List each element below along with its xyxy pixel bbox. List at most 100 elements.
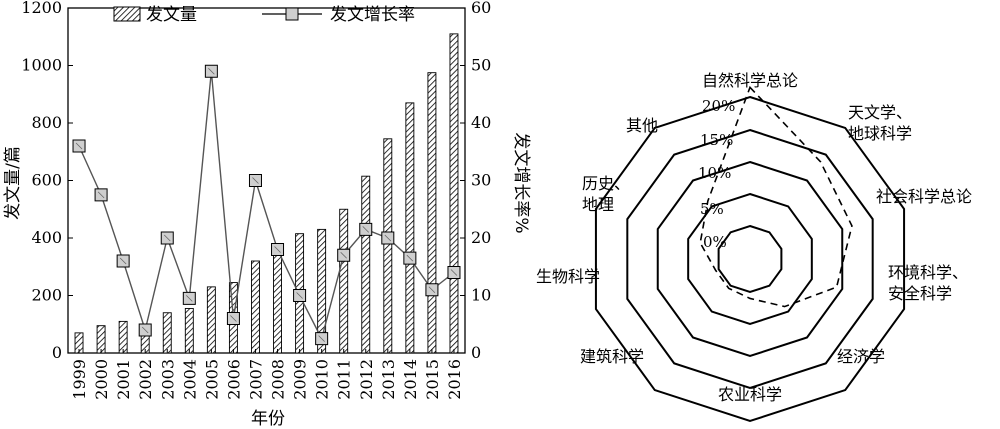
bar-2000 (96, 325, 106, 354)
radar-axis-label: 历史、地理 (582, 174, 630, 214)
y-right-tick-label: 0 (471, 343, 481, 362)
radar-axis-label: 自然科学总论 (702, 71, 798, 90)
y-left-tick-label: 600 (31, 171, 62, 190)
x-tick-label: 2004 (180, 359, 199, 400)
radar-ring-1 (687, 192, 813, 326)
radar-axis-label-line: 建筑科学 (580, 347, 644, 366)
y-axis-left-label: 发文量/篇 (3, 146, 23, 220)
x-tick-label: 2015 (423, 359, 442, 400)
growth-marker-hatch (450, 269, 458, 276)
x-tick-label: 2009 (291, 359, 310, 400)
y-left-tick-label: 1200 (21, 0, 62, 17)
x-tick-label: 2003 (158, 359, 177, 400)
growth-marker-hatch (340, 251, 347, 259)
bar-2001 (118, 320, 128, 354)
radar-series-line (699, 85, 853, 308)
x-tick-label: 2016 (445, 359, 464, 400)
radar-axis-label-line: 安全科学 (888, 284, 952, 303)
growth-rate-line (78, 71, 455, 341)
growth-marker-hatch (186, 295, 193, 302)
y-left-tick-label: 400 (31, 228, 62, 247)
y-right-tick-label: 10 (471, 286, 491, 305)
growth-marker-hatch (318, 335, 325, 342)
y-left-tick-label: 1000 (21, 56, 62, 75)
bar-2012 (361, 175, 371, 354)
growth-marker-hatch (274, 246, 281, 253)
growth-marker-hatch (406, 254, 414, 262)
x-axis-label: 年份 (251, 409, 285, 429)
x-tick-label: 2002 (136, 359, 155, 400)
y-left-tick-label: 0 (52, 343, 62, 362)
bar-2016 (449, 33, 459, 354)
radar-axis-label-line: 社会科学总论 (876, 187, 972, 206)
x-tick-label: 2011 (335, 359, 354, 400)
x-tick-label: 2013 (379, 359, 398, 400)
x-tick-label: 2014 (401, 359, 420, 400)
bar-2013 (383, 138, 393, 354)
growth-marker-hatch (384, 234, 392, 242)
x-tick-label: 2008 (269, 359, 288, 400)
x-tick-label: 2000 (92, 359, 111, 400)
x-tick-label: 2010 (313, 359, 332, 400)
radar-chart: 0% 5% 10% 15% 20% 自然科学总论天文学、地球科学社会科学总论环境科学、安… (536, 71, 972, 423)
radar-ring-label: 20% (702, 97, 735, 115)
bar-2015 (427, 72, 437, 354)
radar-ring-label: 0% (703, 233, 727, 251)
bar-2003 (162, 312, 172, 354)
bar-2014 (405, 102, 415, 354)
y-right-tick-label: 40 (471, 113, 491, 132)
radar-axis-label-line: 地球科学 (848, 124, 912, 143)
x-tick-label: 2001 (114, 359, 133, 400)
growth-marker-hatch (252, 177, 259, 184)
y-left-tick-label: 800 (31, 113, 62, 132)
x-tick-label: 2006 (224, 359, 243, 400)
radar-axis-label: 其他 (626, 116, 658, 135)
growth-marker-hatch (97, 191, 105, 199)
bar-2011 (339, 208, 349, 354)
legend-line-marker (285, 7, 299, 21)
radar-ring-2 (656, 160, 844, 358)
radar-axis-label-line: 生物科学 (536, 267, 600, 286)
legend-bar-label: 发文量 (146, 5, 197, 25)
growth-marker-hatch (230, 315, 237, 322)
x-tick-label: 2005 (202, 359, 221, 400)
growth-marker-hatch (163, 234, 171, 242)
bar-2007 (251, 260, 260, 354)
radar-axis-label: 社会科学总论 (876, 187, 972, 206)
radar-axis-label-line: 地理 (582, 195, 614, 214)
y-right-tick-label: 50 (471, 56, 491, 75)
x-tick-label: 1999 (70, 359, 89, 400)
y-axis-right-label: 发文增长率% (511, 132, 531, 233)
radar-axis-label-line: 农业科学 (718, 385, 782, 404)
radar-axis-label: 生物科学 (536, 267, 600, 286)
radar-axis-label-line: 历史、 (582, 174, 630, 193)
radar-axis-label-line: 自然科学总论 (702, 71, 798, 90)
radar-axis-label-line: 经济学 (837, 347, 885, 366)
radar-axis-label: 农业科学 (718, 385, 782, 404)
growth-marker-hatch (141, 326, 149, 334)
radar-axis-label-line: 其他 (626, 116, 658, 135)
bar-line-chart: 0 200 400 600 800 1000 1200 0 10 20 30 40 50 60 1999… (3, 0, 531, 429)
y-right-tick-label: 20 (471, 228, 491, 247)
x-tick-label: 2007 (246, 359, 265, 400)
bar-2005 (206, 286, 216, 354)
radar-axis-label: 建筑科学 (580, 347, 644, 366)
y-right-tick-label: 60 (471, 0, 491, 17)
radar-ring-label: 10% (698, 164, 731, 182)
radar-ring-0 (717, 224, 783, 294)
growth-marker-hatch (296, 292, 303, 299)
bar-2008 (273, 243, 282, 354)
radar-axis-label-line: 环境科学、 (888, 263, 968, 282)
radar-axis-label: 经济学 (837, 347, 885, 366)
radar-ring-3 (626, 128, 874, 390)
legend: 发文量 发文增长率 (113, 5, 415, 25)
y-right-tick-label: 30 (471, 171, 491, 190)
growth-marker-hatch (428, 286, 436, 294)
growth-marker-hatch (119, 257, 127, 265)
radar-ring-label: 15% (700, 131, 733, 149)
radar-axis-label: 天文学、地球科学 (848, 103, 912, 143)
growth-marker-hatch (208, 67, 215, 75)
legend-line-label: 发文增长率 (330, 5, 415, 25)
